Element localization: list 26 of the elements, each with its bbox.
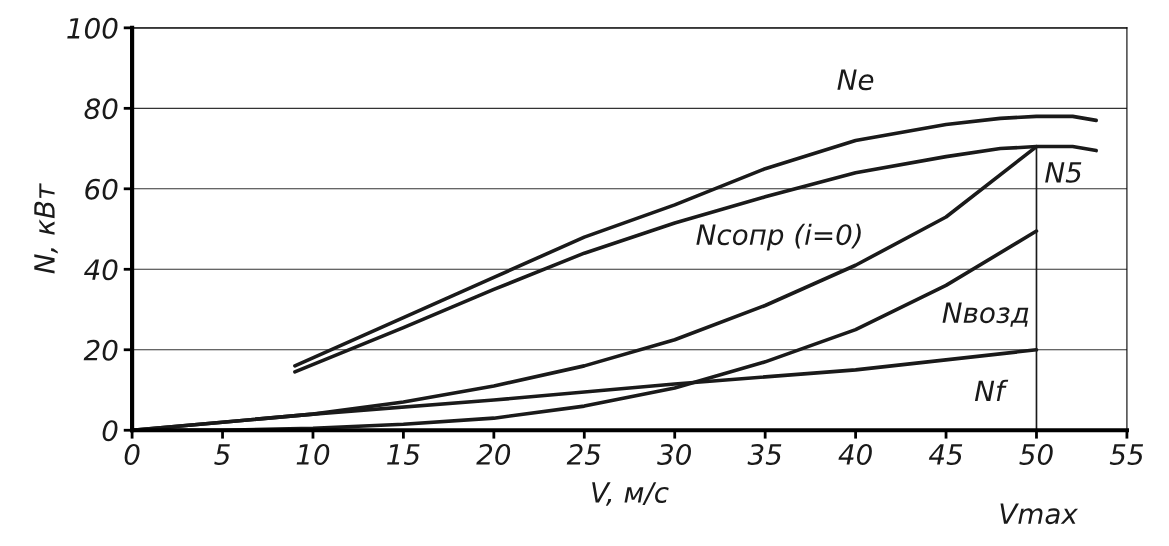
y-tick-label: 20: [83, 339, 118, 361]
x-tick-label: 10: [296, 443, 330, 465]
x-tick-label: 30: [657, 443, 691, 465]
series-label: Ne: [837, 69, 874, 91]
x-tick-label: 40: [838, 443, 872, 465]
series-label: N5: [1045, 162, 1082, 183]
x-tick-label: 50: [1019, 443, 1053, 465]
x-tick-label: 0: [124, 443, 140, 465]
series-label: Nвозд: [942, 302, 1029, 327]
text: Vmax: [1000, 503, 1079, 525]
y-tick-label: 40: [84, 259, 118, 281]
y-tick-label: 60: [85, 178, 118, 200]
series-label: Nf: [974, 379, 1009, 401]
x-tick-label: 55: [1109, 444, 1144, 465]
x-tick-label: 15: [387, 444, 420, 465]
x-tick-label: 45: [928, 444, 963, 465]
x-tick-label: 35: [747, 443, 782, 465]
series-label: Ncопр (i=0): [696, 223, 861, 251]
x-tick-label: 5: [214, 444, 230, 465]
y-tick-label: 0: [102, 420, 118, 442]
y-axis-title: N, кВт: [34, 183, 58, 274]
y-tick-label: 100: [67, 17, 118, 39]
y-tick-label: 80: [84, 98, 118, 120]
x-axis-title: V, м/с: [592, 482, 669, 506]
x-tick-label: 20: [476, 443, 511, 465]
x-tick-label: 25: [566, 443, 601, 465]
